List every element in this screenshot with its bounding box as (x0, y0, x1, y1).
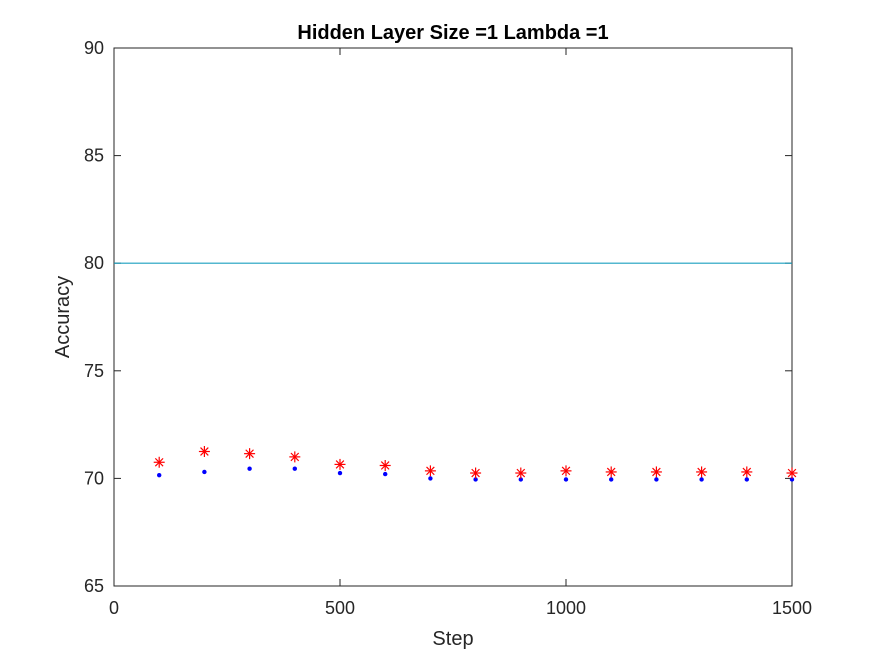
data-point-dot (789, 477, 795, 482)
x-axis-label: Step (432, 628, 473, 650)
y-tick-label: 90 (84, 38, 104, 58)
data-point-dot (518, 477, 523, 482)
data-point-asterisk (153, 456, 165, 468)
x-tick-label: 500 (325, 598, 355, 618)
data-point-dot (202, 469, 207, 475)
x-tick-label: 1500 (772, 598, 812, 618)
y-axis-label: Accuracy (52, 276, 74, 358)
data-point-asterisk (515, 467, 527, 479)
data-point-asterisk (650, 466, 662, 478)
y-tick-label: 65 (84, 576, 104, 596)
data-point-dot (292, 466, 297, 471)
data-point-dot (247, 466, 252, 471)
data-point-asterisk (289, 451, 301, 463)
x-axis: 0 500 1000 1500 (109, 48, 812, 618)
x-tick-label: 1000 (546, 598, 586, 618)
data-point-dot (157, 472, 162, 478)
y-tick-label: 80 (84, 253, 104, 273)
data-point-asterisk (379, 459, 391, 471)
data-point-asterisk (198, 446, 210, 457)
data-point-dot (744, 477, 749, 482)
data-point-asterisk (334, 458, 346, 470)
data-point-dot (699, 477, 704, 482)
plot-area (113, 47, 793, 587)
data-point-asterisk (741, 466, 753, 478)
y-tick-label: 75 (84, 361, 104, 381)
data-point-dot (654, 477, 659, 482)
data-point-asterisk (560, 465, 572, 477)
data-point-asterisk (470, 467, 482, 479)
data-point-asterisk (424, 465, 436, 477)
data-point-dot (473, 477, 478, 482)
x-tick-label: 0 (109, 598, 119, 618)
y-tick-label: 85 (84, 146, 104, 166)
data-point-dot (337, 470, 343, 476)
data-point-asterisk (786, 467, 798, 479)
data-point-dot (428, 476, 433, 481)
axes-box (113, 47, 793, 587)
data-point-asterisk (696, 466, 708, 478)
data-point-dot (563, 477, 569, 482)
data-point-dot (609, 477, 614, 482)
data-point-asterisk (605, 466, 617, 478)
series-group (153, 446, 798, 482)
y-tick-label: 70 (84, 468, 104, 488)
chart-title: Hidden Layer Size =1 Lambda =1 (297, 22, 608, 44)
data-point-asterisk (244, 448, 256, 460)
data-point-dot (383, 471, 388, 477)
